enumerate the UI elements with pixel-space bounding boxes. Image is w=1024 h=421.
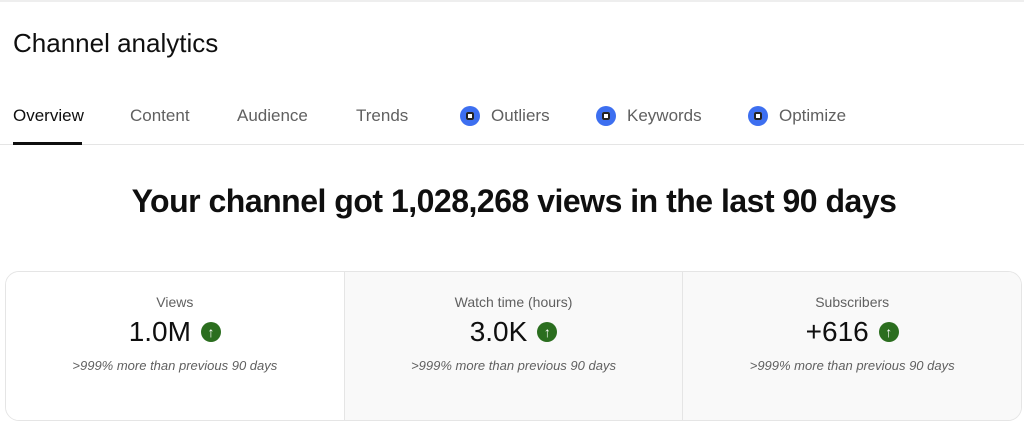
metric-label: Watch time (hours)	[454, 294, 573, 310]
arrow-up-icon: ↑	[537, 322, 558, 342]
arrow-up-icon: ↑	[878, 322, 899, 342]
tab-optimize[interactable]: Optimize	[748, 106, 846, 126]
active-tab-indicator	[13, 142, 82, 145]
metric-label: Views	[156, 294, 194, 310]
metric-value: 3.0K	[469, 316, 528, 347]
tab-bar: Overview Content Audience Trends Outlier…	[0, 96, 1024, 145]
tab-label: Optimize	[779, 106, 847, 125]
metric-card-subscribers[interactable]: Subscribers +616 ↑ >999% more than previo…	[682, 272, 1021, 420]
headline: Your channel got 1,028,268 views in the …	[131, 183, 897, 219]
metric-comparison: >999% more than previous 90 days	[749, 358, 955, 373]
vidiq-icon	[460, 106, 480, 126]
metric-value: 1.0M	[128, 316, 191, 347]
tab-overview[interactable]: Overview	[13, 106, 84, 126]
tab-outliers[interactable]: Outliers	[460, 106, 550, 126]
metric-comparison: >999% more than previous 90 days	[411, 358, 616, 373]
tab-content[interactable]: Content	[130, 106, 190, 126]
page-title: Channel analytics	[13, 28, 219, 58]
tab-audience[interactable]: Audience	[237, 106, 308, 126]
tab-label: Audience	[237, 106, 308, 125]
tab-keywords[interactable]: Keywords	[596, 106, 702, 126]
tab-label: Content	[130, 106, 190, 125]
tab-trends[interactable]: Trends	[356, 106, 408, 126]
metric-label: Subscribers	[815, 294, 890, 310]
tab-label: Outliers	[491, 106, 550, 125]
metric-comparison: >999% more than previous 90 days	[72, 358, 278, 373]
tab-label: Trends	[356, 106, 409, 125]
metric-value: +616	[805, 316, 869, 347]
arrow-up-icon: ↑	[200, 322, 221, 342]
metric-card-watch-time[interactable]: Watch time (hours) 3.0K ↑ >999% more than…	[343, 272, 683, 420]
vidiq-icon	[748, 106, 768, 126]
tab-label: Keywords	[627, 106, 702, 125]
metric-cards: Views 1.0M ↑ >999% more than previous 90 …	[5, 271, 1022, 421]
tab-label: Overview	[13, 106, 84, 125]
top-divider	[0, 0, 1024, 2]
vidiq-icon	[596, 106, 616, 126]
metric-card-views[interactable]: Views 1.0M ↑ >999% more than previous 90 …	[6, 272, 344, 420]
